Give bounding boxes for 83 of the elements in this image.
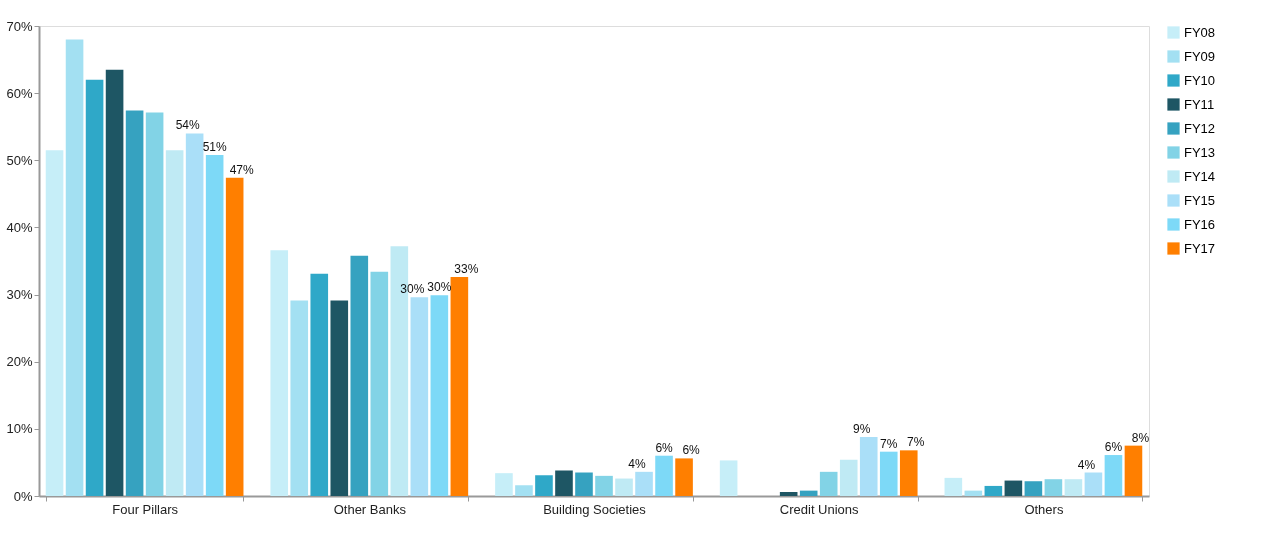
bar <box>839 459 858 496</box>
y-tick-label: 70% <box>6 18 33 34</box>
bar <box>310 273 329 496</box>
bar <box>779 491 798 496</box>
data-label: 30% <box>427 280 452 295</box>
x-tick-label: Others <box>1024 501 1064 517</box>
x-tick-label: Other Banks <box>333 501 407 517</box>
y-tick-label: 50% <box>6 152 33 168</box>
bar <box>555 470 573 496</box>
legend-label: FY15 <box>1184 192 1216 208</box>
bar <box>370 271 389 496</box>
bar <box>125 110 144 496</box>
x-tick-label: Building Societies <box>543 501 647 517</box>
legend-label: FY08 <box>1184 24 1216 40</box>
y-tick-label: 60% <box>6 85 33 101</box>
legend-label: FY16 <box>1184 216 1216 232</box>
bar <box>635 471 653 496</box>
legend-label: FY11 <box>1184 96 1215 112</box>
bar <box>899 450 918 496</box>
bar <box>495 473 513 496</box>
bar <box>1004 480 1023 496</box>
y-tick-label: 20% <box>6 354 33 370</box>
bar <box>185 133 204 496</box>
data-label: 54% <box>175 118 200 133</box>
bar <box>595 475 613 496</box>
bar <box>270 250 289 496</box>
bar <box>944 477 963 496</box>
bar <box>879 451 898 496</box>
data-label: 33% <box>454 262 479 277</box>
bar <box>85 79 104 496</box>
bar <box>535 475 553 496</box>
legend-label: FY09 <box>1184 48 1216 64</box>
bar <box>165 150 184 496</box>
bar <box>1024 481 1043 496</box>
bar <box>984 485 1003 496</box>
bar <box>450 277 469 496</box>
bar <box>1064 479 1083 496</box>
data-label: 8% <box>1131 430 1150 445</box>
x-tick-label: Four Pillars <box>112 501 179 517</box>
data-label: 7% <box>880 436 898 451</box>
bar <box>819 471 838 496</box>
bar <box>290 300 309 496</box>
bar <box>655 455 673 496</box>
legend-label: FY14 <box>1184 168 1216 184</box>
bar <box>430 295 449 496</box>
x-tick-label: Credit Unions <box>779 501 860 517</box>
bar <box>410 297 429 496</box>
data-label: 6% <box>1104 440 1123 455</box>
y-tick-label: 0% <box>13 488 33 504</box>
data-label: 9% <box>853 421 871 436</box>
bar <box>615 478 633 496</box>
data-label: 51% <box>202 139 227 154</box>
data-label: 6% <box>682 443 701 458</box>
y-tick-label: 10% <box>6 421 33 437</box>
legend-label: FY17 <box>1184 240 1216 256</box>
bar <box>205 154 224 496</box>
data-label: 6% <box>655 440 674 455</box>
legend-label: FY12 <box>1184 120 1216 136</box>
bar <box>65 39 84 496</box>
bar <box>719 460 738 496</box>
bar <box>675 458 693 496</box>
y-tick-label: 30% <box>6 287 33 303</box>
bar <box>145 112 164 496</box>
bar <box>859 436 878 496</box>
bar <box>1124 445 1143 496</box>
bar <box>515 485 533 496</box>
bar <box>575 472 593 496</box>
data-label: 7% <box>907 435 925 450</box>
legend-label: FY13 <box>1184 144 1216 160</box>
bar <box>350 255 369 496</box>
bar <box>1104 455 1123 496</box>
data-label: 4% <box>1077 457 1096 472</box>
data-label: 47% <box>229 162 254 177</box>
bar <box>1044 479 1063 496</box>
y-tick-label: 40% <box>6 219 33 235</box>
legend-label: FY10 <box>1184 72 1216 88</box>
bar <box>225 177 244 496</box>
bar <box>1084 472 1103 496</box>
bar <box>105 69 124 496</box>
bar <box>330 300 349 496</box>
data-label: 4% <box>628 456 647 471</box>
bar <box>45 150 64 496</box>
data-label: 30% <box>400 282 425 297</box>
